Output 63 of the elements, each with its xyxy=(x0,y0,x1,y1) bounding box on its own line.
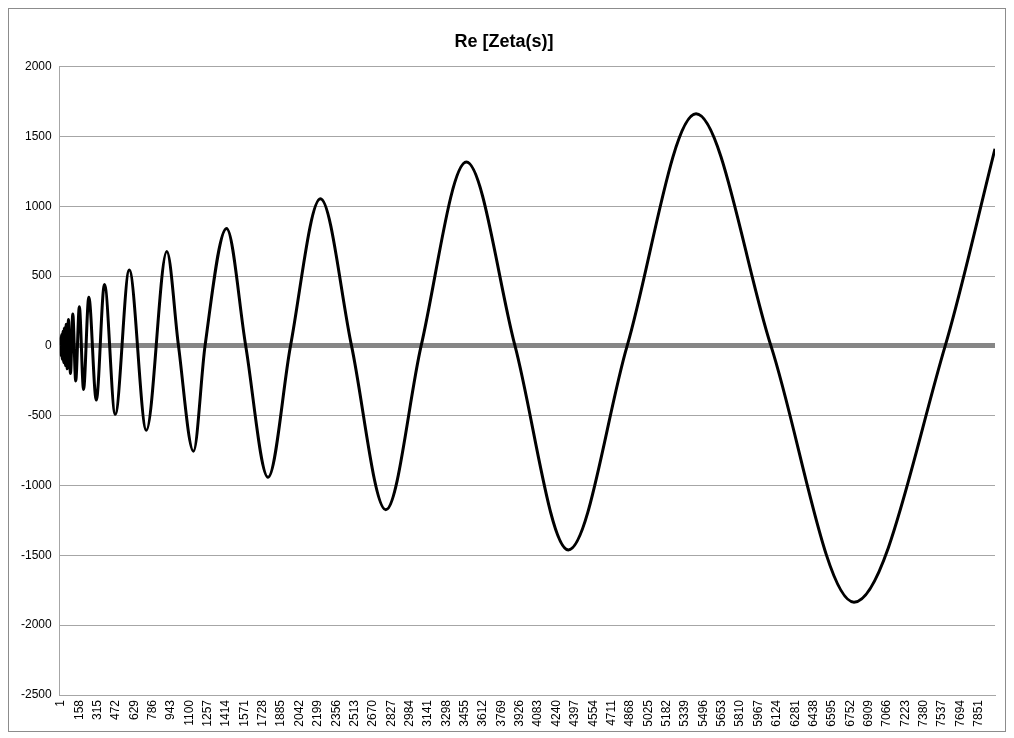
x-tick-label: 6281 xyxy=(787,699,802,727)
x-tick-label: 2513 xyxy=(346,699,361,727)
x-tick-label: 5967 xyxy=(750,699,765,727)
y-tick-label: -1500 xyxy=(20,547,53,562)
x-tick-label: 472 xyxy=(108,699,123,721)
x-tick-label: 4868 xyxy=(622,699,637,727)
x-tick-label: 1571 xyxy=(236,699,251,727)
x-tick-label: 6909 xyxy=(860,699,875,727)
x-tick-label: 943 xyxy=(163,699,178,721)
chart-title: Re [Zeta(s)] xyxy=(454,30,554,51)
x-tick-label: 2984 xyxy=(401,699,416,727)
x-tick-label: 7537 xyxy=(934,699,949,727)
x-tick-label: 4554 xyxy=(585,699,600,727)
y-tick-label: -1000 xyxy=(20,477,53,492)
x-tick-label: 6752 xyxy=(842,699,857,727)
x-tick-label: 5339 xyxy=(677,699,692,727)
x-tick-label: 7380 xyxy=(916,699,930,727)
x-tick-label: 3926 xyxy=(512,699,527,727)
x-tick-label: 4397 xyxy=(567,699,582,727)
x-tick-label: 5182 xyxy=(659,699,673,727)
y-tick-label: 2000 xyxy=(24,58,53,73)
x-tick-label: 786 xyxy=(144,699,159,721)
y-tick-label: 1000 xyxy=(24,198,53,213)
y-tick-label: 1500 xyxy=(24,128,53,143)
x-tick-label: 3612 xyxy=(475,699,490,727)
x-tick-label: 2199 xyxy=(310,699,325,727)
y-tick-label: -2500 xyxy=(20,687,53,702)
x-tick-label: 4240 xyxy=(548,699,563,727)
x-tick-label: 6438 xyxy=(805,699,820,727)
x-tick-label: 3141 xyxy=(420,699,435,727)
x-tick-label: 5653 xyxy=(714,699,729,727)
y-tick-label: -500 xyxy=(27,408,52,423)
x-tick-label: 5810 xyxy=(732,699,747,727)
line-series xyxy=(59,112,995,604)
x-tick-label: 3455 xyxy=(457,699,472,727)
x-tick-label: 1885 xyxy=(273,699,288,727)
x-tick-label: 315 xyxy=(89,699,104,721)
x-tick-label: 4711 xyxy=(603,699,618,726)
x-tick-label: 7851 xyxy=(971,699,986,727)
x-tick-label: 629 xyxy=(126,699,141,721)
x-tick-label: 5496 xyxy=(695,699,710,727)
x-tick-label: 3769 xyxy=(493,699,508,727)
x-tick-label: 1728 xyxy=(255,699,270,727)
x-tick-label: 1100 xyxy=(181,699,196,726)
x-tick-label: 7066 xyxy=(879,699,894,727)
x-tick-label: 7694 xyxy=(952,699,967,727)
x-tick-label: 5025 xyxy=(640,699,655,727)
x-tick-label: 3298 xyxy=(438,699,453,727)
x-tick-label: 6595 xyxy=(824,699,839,727)
x-tick-label: 7223 xyxy=(897,699,912,727)
x-tick-label: 2042 xyxy=(291,699,306,727)
x-tick-label: 1257 xyxy=(200,699,215,727)
y-tick-label: 0 xyxy=(45,338,52,353)
x-tick-label: 4083 xyxy=(530,699,545,727)
x-tick-label: 1414 xyxy=(218,699,233,727)
y-tick-label: 500 xyxy=(31,268,53,283)
y-tick-label: -2000 xyxy=(20,617,53,632)
x-tick-label: 2356 xyxy=(328,699,343,727)
x-tick-label: 158 xyxy=(71,699,86,721)
x-tick-label: 2670 xyxy=(365,699,380,727)
x-tick-label: 2827 xyxy=(383,699,398,727)
x-tick-label: 6124 xyxy=(769,699,784,727)
x-tick-label: 1 xyxy=(53,699,68,707)
